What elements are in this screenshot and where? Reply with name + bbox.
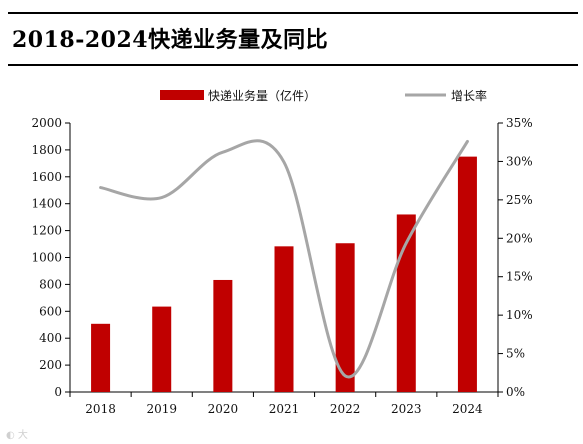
left-tick-label: 0 — [54, 385, 62, 399]
bar — [396, 214, 416, 392]
chart-title: 2018-2024快递业务量及同比 — [12, 27, 329, 53]
left-tick-label: 400 — [39, 331, 62, 345]
right-tick-label: 5% — [506, 347, 525, 361]
bar — [457, 156, 477, 392]
bar — [91, 323, 111, 392]
left-tick-label: 200 — [39, 358, 62, 372]
legend-bar-swatch — [160, 90, 204, 100]
x-tick-label: 2019 — [146, 402, 177, 416]
right-tick-label: 10% — [506, 308, 533, 322]
left-y-axis: 0 200 400 600 800 1000 1200 1400 1600 1800 2000 — [31, 116, 71, 399]
title-underline — [8, 64, 578, 66]
left-tick-label: 1200 — [31, 224, 62, 238]
top-rule — [8, 12, 578, 14]
right-tick-label: 20% — [506, 231, 533, 245]
growth-line-series — [99, 139, 469, 379]
x-tick-label: 2022 — [330, 402, 361, 416]
right-tick-label: 15% — [506, 270, 533, 284]
x-tick-label: 2021 — [269, 402, 300, 416]
legend: 快递业务量（亿件） 增长率 — [160, 88, 487, 103]
left-tick-label: 2000 — [31, 116, 62, 130]
bar — [274, 246, 294, 392]
bar-series — [91, 156, 477, 392]
left-tick-label: 800 — [39, 277, 62, 291]
legend-bar-label: 快递业务量（亿件） — [208, 88, 316, 103]
x-tick-label: 2023 — [391, 402, 422, 416]
left-tick-label: 1600 — [31, 170, 62, 184]
right-tick-label: 25% — [506, 193, 533, 207]
x-axis: 2018 2019 2020 2021 2022 2023 2024 — [69, 391, 499, 416]
left-tick-label: 1400 — [31, 197, 62, 211]
bar — [152, 306, 172, 392]
legend-line-label: 增长率 — [451, 88, 487, 103]
right-tick-label: 0% — [506, 385, 525, 399]
left-tick-label: 1000 — [31, 251, 62, 265]
right-tick-label: 30% — [506, 154, 533, 168]
x-tick-label: 2024 — [452, 402, 483, 416]
x-tick-label: 2020 — [208, 402, 239, 416]
left-tick-label: 1800 — [31, 143, 62, 157]
left-tick-label: 600 — [39, 304, 62, 318]
bar — [213, 279, 233, 392]
right-y-axis: 0% 5% 10% 15% 20% 25% 30% 35% — [497, 116, 533, 399]
right-tick-label: 35% — [506, 116, 533, 130]
x-tick-label: 2018 — [85, 402, 116, 416]
bar — [335, 243, 355, 392]
watermark: ◐ 大 — [6, 430, 28, 441]
